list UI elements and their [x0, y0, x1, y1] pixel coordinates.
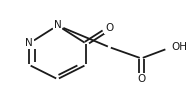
Text: N: N [54, 20, 61, 30]
Text: O: O [137, 74, 145, 84]
Text: N: N [25, 38, 33, 48]
Text: O: O [105, 23, 113, 33]
Text: OH: OH [171, 42, 187, 52]
